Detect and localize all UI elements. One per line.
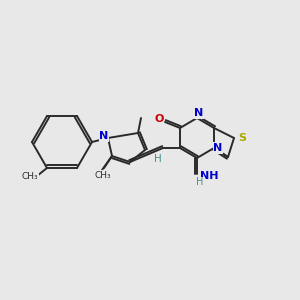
Text: H: H (196, 177, 204, 187)
Text: O: O (154, 114, 164, 124)
Text: NH: NH (200, 171, 218, 181)
Text: N: N (99, 131, 109, 141)
Text: H: H (154, 154, 162, 164)
Text: CH₃: CH₃ (22, 172, 38, 182)
Text: S: S (238, 133, 246, 143)
Text: N: N (194, 108, 204, 118)
Text: CH₃: CH₃ (95, 170, 111, 179)
Text: N: N (213, 143, 223, 153)
